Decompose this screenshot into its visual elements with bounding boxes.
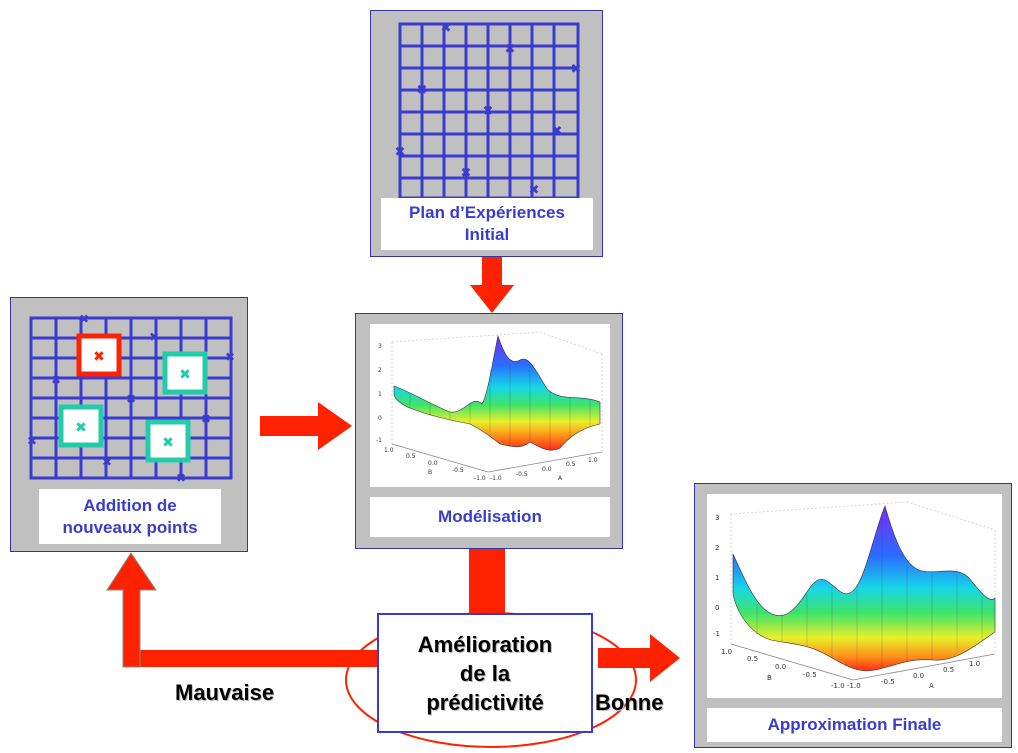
a-tick: 0.5 (943, 666, 954, 674)
z-tick: -1 (376, 437, 382, 444)
new-point-red: ✖ (93, 349, 105, 365)
sample-point: ✖ (102, 455, 112, 469)
modelisation-caption: Modélisation (370, 497, 610, 537)
model-surface-plot: 3 2 1 0 -1 1.0 0.5 0.0 -0.5 -1.0 -1.0 -0… (370, 324, 610, 487)
sample-point: ✖ (126, 392, 136, 406)
a-tick: -1.0 (490, 475, 502, 482)
amelioration-box: Amélioration de la prédictivité (377, 613, 593, 733)
sample-point: ✖ (552, 124, 563, 139)
b-tick: -1.0 (474, 475, 486, 482)
final-surface-svg: 3 2 1 0 -1 1.0 0.5 0.0 -0.5 -1.0 -1.0 -0… (713, 501, 996, 690)
b-axis-label: B (428, 469, 432, 476)
sample-point: ✖ (483, 104, 494, 119)
initial-plan-panel: ✖ ✖ ✖ ✖ ✖ ✖ ✖ ✖ ✖ Plan d’Expériences Ini… (370, 10, 603, 257)
initial-plan-caption: Plan d’Expériences Initial (381, 198, 593, 250)
arrow-good (598, 634, 680, 682)
modelisation-panel: 3 2 1 0 -1 1.0 0.5 0.0 -0.5 -1.0 -1.0 -0… (355, 313, 623, 549)
sample-point: ✖ (395, 145, 406, 160)
b-tick: 1.0 (384, 447, 394, 454)
arrow-model-to-amelioration (469, 548, 505, 614)
addition-panel: ✖ ✖ ✖ ✖ ✖ ✖ ✖ ✖ ✖ ✖ ✖ ✖ ✖ Addition de no… (10, 297, 248, 552)
a-tick: 0.0 (542, 466, 552, 473)
sample-point: ✖ (225, 350, 235, 364)
b-tick: -1.0 (831, 682, 845, 690)
z-tick: 2 (715, 544, 719, 552)
new-point-teal: ✖ (75, 420, 87, 436)
arrow-bad-horizontal (123, 650, 383, 667)
new-point-teal-box (58, 404, 104, 448)
z-tick: 3 (715, 514, 719, 522)
z-tick: 2 (378, 367, 382, 374)
b-tick: 0.0 (428, 460, 438, 467)
sample-point: ✖ (505, 42, 516, 57)
sample-point: ✖ (201, 412, 211, 426)
z-tick: 1 (378, 391, 382, 398)
sample-point: ✖ (461, 166, 472, 181)
sample-point: ✖ (176, 471, 186, 485)
new-point-red-box (76, 333, 122, 377)
edge-label-bad: Mauvaise (175, 680, 275, 705)
new-point-teal-box (145, 419, 191, 463)
sample-point: ✖ (571, 62, 582, 77)
final-surface-plot: 3 2 1 0 -1 1.0 0.5 0.0 -0.5 -1.0 -1.0 -0… (707, 494, 1002, 698)
model-surface (393, 334, 601, 451)
z-tick: 0 (378, 415, 382, 422)
b-tick: -0.5 (803, 671, 817, 679)
arrow-plan-to-model (470, 257, 514, 313)
approximation-label: Approximation Finale (767, 715, 942, 734)
a-tick: -0.5 (516, 471, 528, 478)
addition-label: Addition de nouveaux points (62, 495, 198, 537)
a-axis-label: A (929, 682, 934, 690)
arrow-bad-up (106, 552, 157, 668)
initial-plan-label: Plan d’Expériences Initial (409, 203, 565, 244)
b-tick: 0.0 (775, 663, 786, 671)
b-axis-label: B (767, 674, 772, 682)
z-tick: 3 (378, 343, 382, 350)
addition-caption: Addition de nouveaux points (39, 489, 221, 544)
sample-point: ✖ (149, 330, 159, 344)
sample-point: ✖ (417, 83, 428, 98)
sample-point: ✖ (27, 434, 37, 448)
modelisation-label: Modélisation (438, 507, 542, 526)
addition-grid: ✖ ✖ ✖ ✖ ✖ ✖ ✖ ✖ ✖ ✖ ✖ ✖ ✖ (27, 312, 235, 485)
a-tick: 1.0 (969, 660, 980, 668)
a-tick: 0.5 (566, 461, 576, 468)
new-point-teal: ✖ (162, 435, 174, 451)
a-tick: -0.5 (881, 678, 895, 686)
approximation-panel: 3 2 1 0 -1 1.0 0.5 0.0 -0.5 -1.0 -1.0 -0… (694, 483, 1012, 748)
b-tick: 0.5 (747, 655, 758, 663)
sample-point: ✖ (441, 21, 452, 36)
approximation-caption: Approximation Finale (707, 708, 1002, 742)
a-tick: -1.0 (847, 682, 861, 690)
new-point-teal: ✖ (179, 367, 191, 383)
z-tick: 0 (715, 604, 719, 612)
b-tick: 1.0 (721, 648, 732, 656)
arrow-addition-to-model (260, 402, 352, 450)
a-axis-label: A (558, 475, 563, 482)
initial-grid: ✖ ✖ ✖ ✖ ✖ ✖ ✖ ✖ ✖ (395, 21, 582, 200)
final-surface (732, 505, 996, 672)
a-tick: 1.0 (588, 457, 598, 464)
a-tick: 0.0 (913, 672, 924, 680)
model-surface-svg: 3 2 1 0 -1 1.0 0.5 0.0 -0.5 -1.0 -1.0 -0… (376, 331, 603, 482)
sample-point: ✖ (529, 183, 540, 198)
new-point-teal-box (162, 351, 208, 395)
b-tick: -0.5 (452, 467, 464, 474)
amelioration-label: Amélioration de la prédictivité (417, 631, 553, 715)
z-tick: 1 (715, 574, 719, 582)
edge-label-good: Bonne (595, 690, 664, 715)
z-tick: -1 (713, 630, 720, 638)
b-tick: 0.5 (406, 453, 416, 460)
sample-point: ✖ (51, 373, 61, 387)
sample-point: ✖ (79, 312, 89, 326)
